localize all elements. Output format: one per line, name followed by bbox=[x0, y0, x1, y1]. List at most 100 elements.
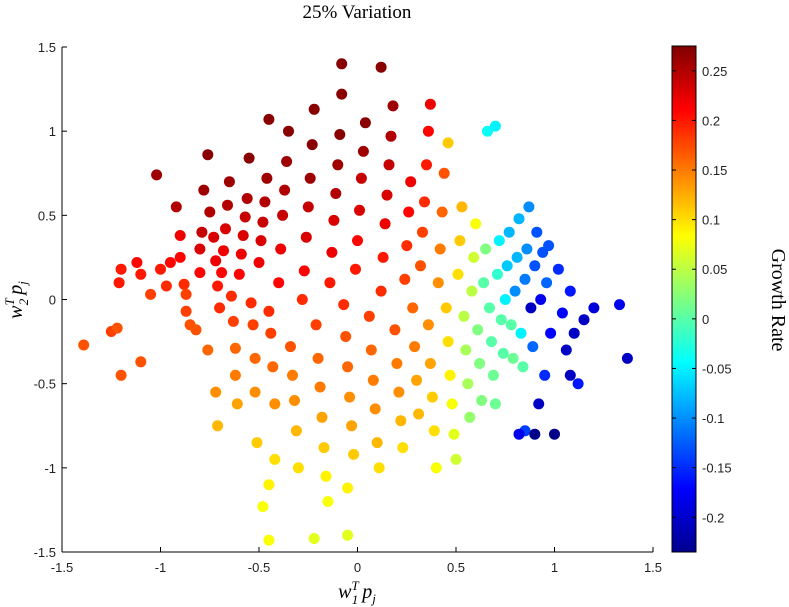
data-point bbox=[178, 278, 190, 290]
data-point bbox=[513, 213, 525, 225]
data-point bbox=[564, 369, 576, 381]
data-point bbox=[424, 98, 436, 110]
data-point bbox=[375, 61, 387, 73]
data-point bbox=[515, 327, 527, 339]
colorbar-tick-label: 0.05 bbox=[702, 262, 727, 277]
data-point bbox=[419, 196, 430, 208]
data-point bbox=[336, 58, 348, 70]
data-point bbox=[369, 403, 381, 415]
data-point bbox=[556, 307, 568, 319]
data-point bbox=[541, 277, 553, 289]
data-point bbox=[503, 226, 515, 238]
data-point bbox=[507, 352, 519, 364]
data-point bbox=[442, 137, 454, 149]
data-point bbox=[466, 285, 478, 297]
data-point bbox=[489, 120, 501, 132]
data-point bbox=[285, 341, 296, 353]
data-point bbox=[316, 411, 328, 423]
data-point bbox=[446, 398, 458, 410]
colorbar-tick-label: 0.1 bbox=[702, 213, 720, 228]
data-point bbox=[531, 226, 543, 238]
data-point bbox=[525, 302, 537, 314]
data-point bbox=[491, 268, 503, 280]
data-point bbox=[543, 240, 555, 252]
data-point bbox=[212, 420, 224, 432]
colorbar-tick-label: 0.15 bbox=[702, 163, 727, 178]
data-point bbox=[277, 209, 289, 221]
data-point bbox=[499, 294, 511, 305]
colorbar-tick-label: -0.1 bbox=[702, 411, 724, 426]
data-point bbox=[322, 496, 334, 507]
data-point bbox=[115, 263, 127, 275]
data-point bbox=[320, 470, 332, 482]
data-point bbox=[482, 125, 493, 137]
data-point bbox=[505, 319, 517, 331]
data-point bbox=[371, 437, 383, 449]
colorbar-tick-label: 0.2 bbox=[702, 113, 720, 128]
data-point bbox=[145, 288, 157, 300]
data-point bbox=[310, 319, 322, 331]
data-point bbox=[292, 462, 304, 474]
data-point bbox=[539, 369, 551, 381]
data-point bbox=[290, 425, 302, 437]
data-point bbox=[393, 386, 405, 398]
data-point bbox=[387, 100, 399, 112]
data-point bbox=[326, 246, 338, 258]
data-point bbox=[212, 280, 224, 292]
colorbar-tick-label: -0.05 bbox=[702, 361, 732, 376]
data-point bbox=[523, 201, 535, 213]
data-point bbox=[208, 231, 220, 243]
data-point bbox=[263, 305, 275, 317]
data-point bbox=[204, 206, 216, 218]
scatter-points bbox=[78, 58, 633, 546]
data-point bbox=[472, 324, 484, 336]
data-point bbox=[115, 369, 127, 381]
data-point bbox=[263, 479, 275, 491]
colorbar-tick-label: -0.2 bbox=[702, 510, 724, 525]
data-point bbox=[426, 391, 438, 403]
colorbar-ticks: -0.2 -0.15 -0.1 -0.05 0 0.05 0.1 0.15 0.2 0.25 bbox=[672, 64, 732, 525]
data-point bbox=[381, 189, 393, 201]
data-point bbox=[621, 352, 633, 364]
data-point bbox=[344, 391, 356, 403]
data-point bbox=[474, 358, 486, 369]
data-point bbox=[478, 277, 490, 289]
data-point bbox=[568, 327, 580, 339]
data-point bbox=[304, 172, 316, 184]
data-point bbox=[564, 285, 576, 297]
data-point bbox=[336, 88, 348, 100]
data-point bbox=[342, 361, 354, 373]
data-point bbox=[273, 277, 285, 289]
data-point bbox=[342, 482, 354, 494]
data-point bbox=[357, 145, 369, 157]
data-point bbox=[614, 299, 625, 311]
data-point bbox=[243, 152, 255, 164]
data-point bbox=[389, 324, 401, 336]
data-point bbox=[578, 314, 590, 326]
data-point bbox=[269, 398, 281, 410]
data-point bbox=[395, 415, 407, 427]
data-point bbox=[287, 369, 298, 381]
data-point bbox=[521, 243, 533, 255]
data-point bbox=[407, 302, 419, 314]
data-point bbox=[328, 214, 340, 226]
y-axis-ticks: -1.5 -1 -0.5 0 0.5 1 1.5 bbox=[34, 40, 67, 560]
data-point bbox=[509, 285, 521, 297]
data-point bbox=[545, 327, 557, 339]
data-point bbox=[348, 448, 360, 460]
data-point bbox=[332, 159, 344, 171]
data-point bbox=[489, 398, 501, 410]
y-tick-label: -1.5 bbox=[34, 545, 56, 560]
x-axis-ticks: -1.5 -1 -0.5 0 0.5 1 1.5 bbox=[51, 547, 662, 575]
data-point bbox=[411, 374, 423, 386]
data-point bbox=[251, 437, 263, 449]
data-point bbox=[155, 263, 166, 275]
data-point bbox=[338, 299, 350, 311]
data-point bbox=[535, 294, 547, 305]
data-point bbox=[413, 408, 425, 420]
data-point bbox=[401, 240, 413, 252]
data-point bbox=[379, 218, 391, 230]
data-point bbox=[519, 273, 531, 285]
data-point bbox=[363, 310, 375, 322]
data-point bbox=[342, 529, 354, 541]
